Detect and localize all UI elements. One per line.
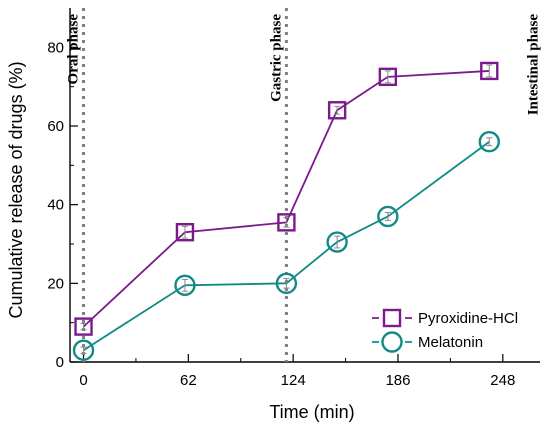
data-point-circle: [72, 339, 95, 361]
data-point-square: [327, 101, 347, 120]
series-line: [83, 141, 490, 351]
data-point-square: [175, 222, 195, 242]
legend-label: Melatonin: [418, 334, 483, 351]
data-point-circle: [275, 272, 298, 295]
x-tick-label: 0: [79, 372, 87, 389]
axes-layer: 0 20 40 60 80 0 62 124 186 248: [47, 8, 540, 389]
data-point-square: [480, 61, 499, 81]
y-axis-title: Cumulative release of drugs (%): [6, 61, 26, 318]
legend-label: Pyroxidine-HCl: [418, 310, 518, 327]
legend-marker-circle: [381, 331, 403, 353]
series-line: [82, 70, 490, 328]
y-tick-label: 20: [47, 275, 64, 292]
phase-label: Gastric phase: [268, 14, 284, 102]
series-layer: [72, 61, 500, 361]
y-tick-label: 40: [47, 197, 64, 214]
data-point-circle: [326, 231, 348, 253]
x-tick-label: 186: [385, 372, 410, 389]
y-tick-label: 60: [47, 118, 64, 135]
x-tick-label: 62: [180, 372, 197, 389]
x-tick-label: 124: [281, 372, 306, 389]
legend-marker-square: [382, 308, 402, 328]
data-point-circle: [174, 274, 196, 296]
phase-label: Intestinal phase: [525, 14, 541, 116]
x-axis-title: Time (min): [269, 402, 354, 422]
phase-label: Oral phase: [66, 14, 82, 85]
data-point-circle: [478, 131, 500, 153]
data-point-circle: [377, 205, 399, 228]
y-tick-label: 80: [47, 39, 64, 56]
y-tick-label: 0: [56, 354, 64, 371]
phase-lines-layer: Oral phase Gastric phase Intestinal phase: [66, 8, 541, 362]
data-point-square: [277, 213, 296, 232]
data-point-square: [378, 67, 398, 87]
data-point-square: [74, 317, 93, 336]
x-tick-label: 248: [490, 372, 515, 389]
legend: Pyroxidine-HCl Melatonin: [372, 308, 518, 353]
